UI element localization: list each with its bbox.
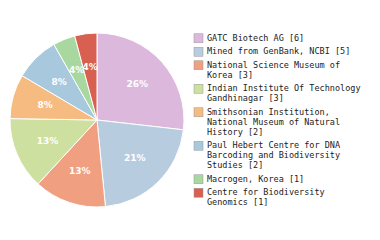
legend-label-line: Paul Hebert Centre for DNA — [207, 140, 340, 150]
legend-label-line: GATC Biotech AG [6] — [207, 33, 304, 43]
legend-label-line: Gandhinagar [3] — [207, 93, 284, 103]
pie-slice — [97, 33, 184, 130]
legend-label: Smithsonian Institution,National Museum … — [207, 107, 340, 137]
legend-label-line: Smithsonian Institution, — [207, 107, 330, 117]
chart: 26%21%13%13%8%8%4%4%GATC Biotech AG [6]M… — [0, 0, 380, 240]
legend-item: GATC Biotech AG [6] — [194, 33, 304, 43]
legend-swatch — [194, 61, 203, 70]
legend-item: Mined from GenBank, NCBI [5] — [194, 46, 350, 56]
legend-label-line: Macrogen, Korea [1] — [207, 174, 304, 184]
legend-label-line: National Science Museum of — [207, 60, 340, 70]
data-label: 13% — [37, 136, 59, 146]
legend-label: Centre for BiodiversityGenomics [1] — [207, 187, 325, 207]
legend-label: Paul Hebert Centre for DNABarcoding and … — [207, 140, 340, 170]
legend-swatch — [194, 47, 203, 56]
legend-label-line: Centre for Biodiversity — [207, 187, 325, 197]
legend-item: Centre for BiodiversityGenomics [1] — [194, 187, 325, 207]
legend-label-line: Indian Institute Of Technology — [207, 83, 361, 93]
pie-slice — [97, 120, 183, 207]
legend-label-line: Mined from GenBank, NCBI [5] — [207, 46, 350, 56]
legend-label: Mined from GenBank, NCBI [5] — [207, 46, 350, 56]
legend-swatch — [194, 108, 203, 117]
legend-swatch — [194, 34, 203, 43]
legend-label-line: Genomics [1] — [207, 197, 268, 207]
data-label: 8% — [37, 100, 52, 110]
data-label: 26% — [126, 79, 148, 89]
legend-item: Macrogen, Korea [1] — [194, 174, 304, 184]
legend-label-line: National Museum of Natural — [207, 117, 340, 127]
legend-swatch — [194, 188, 203, 197]
data-label: 4% — [82, 62, 97, 72]
legend-label-line: Studies [2] — [207, 160, 263, 170]
data-label: 8% — [52, 77, 67, 87]
legend-label: Indian Institute Of TechnologyGandhinaga… — [207, 83, 361, 103]
legend: GATC Biotech AG [6] Mined from GenBank, N… — [194, 33, 361, 208]
legend-label: GATC Biotech AG [6] — [207, 33, 304, 43]
legend-label: Macrogen, Korea [1] — [207, 174, 304, 184]
pie: 26%21%13%13%8%8%4%4% — [10, 33, 184, 207]
pie-slice — [75, 33, 97, 120]
data-label: 21% — [124, 153, 146, 163]
legend-swatch — [194, 141, 203, 150]
legend-item: Paul Hebert Centre for DNABarcoding and … — [194, 140, 340, 170]
legend-label-line: Barcoding and Biodiversity — [207, 150, 340, 160]
legend-label: National Science Museum ofKorea [3] — [207, 60, 340, 80]
data-label: 13% — [69, 166, 91, 176]
legend-swatch — [194, 175, 203, 184]
legend-label-line: History [2] — [207, 127, 263, 137]
legend-label-line: Korea [3] — [207, 70, 253, 80]
legend-item: Indian Institute Of TechnologyGandhinaga… — [194, 83, 361, 103]
pie-slice — [10, 119, 97, 184]
legend-item: National Science Museum ofKorea [3] — [194, 60, 340, 80]
legend-item: Smithsonian Institution,National Museum … — [194, 107, 340, 137]
legend-swatch — [194, 84, 203, 93]
